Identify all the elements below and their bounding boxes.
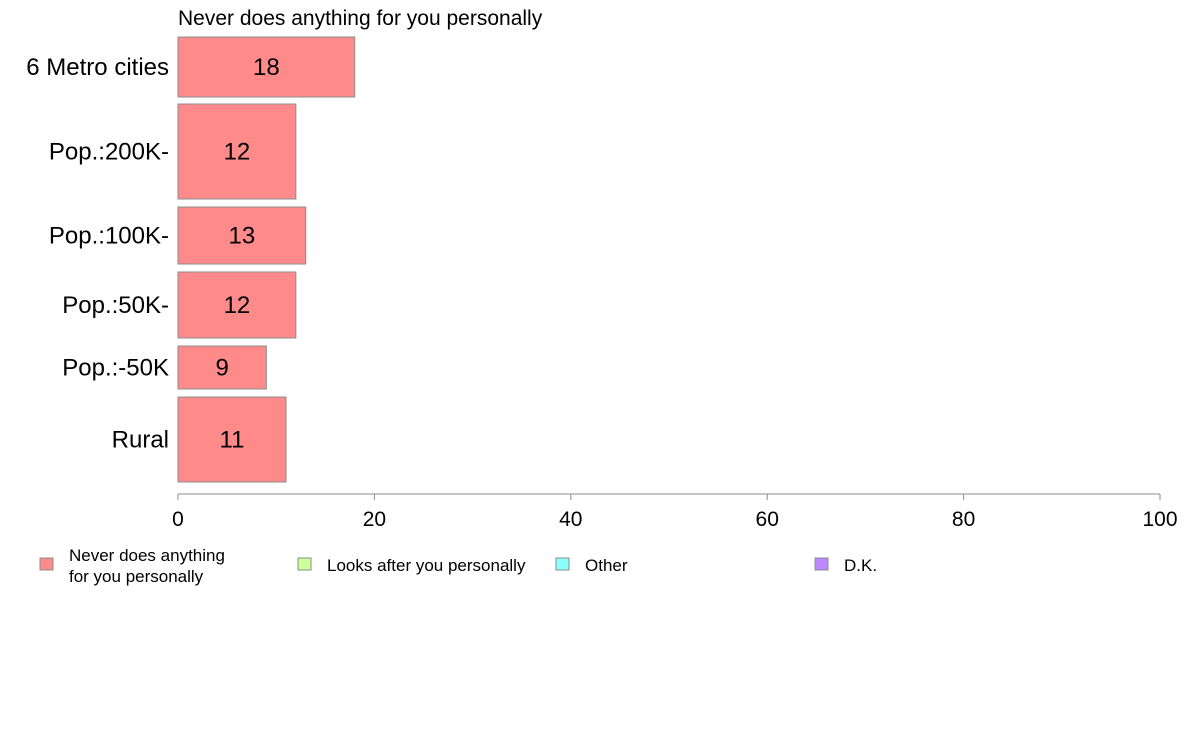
category-label: Pop.:-50K xyxy=(62,355,169,382)
legend-swatch xyxy=(39,557,54,571)
legend-label: Other xyxy=(585,556,628,575)
data-label: 11 xyxy=(220,427,245,454)
data-label: 13 xyxy=(228,223,255,250)
legend-label: D.K. xyxy=(844,556,877,575)
legend-label: Never does anything xyxy=(69,546,225,565)
data-label: 12 xyxy=(224,292,251,319)
category-label: Pop.:100K- xyxy=(49,223,169,250)
bar xyxy=(177,271,297,339)
x-tick-label: 0 xyxy=(172,508,184,531)
data-label: 12 xyxy=(224,139,251,166)
category-label: Rural xyxy=(112,427,169,454)
x-axis: 0 20 40 60 80 100 xyxy=(172,493,1178,531)
bar xyxy=(177,36,356,98)
legend-label: for you personally xyxy=(69,567,204,586)
x-tick-label: 80 xyxy=(952,508,975,531)
bar xyxy=(177,345,267,390)
bar xyxy=(177,206,307,265)
legend-swatch xyxy=(555,557,570,571)
category-label: 6 Metro cities xyxy=(26,54,169,81)
data-label: 9 xyxy=(216,355,229,382)
x-tick-label: 20 xyxy=(363,508,386,531)
x-tick-label: 60 xyxy=(756,508,779,531)
category-label: Pop.:200K- xyxy=(49,139,169,166)
chart-title: Never does anything for you personally xyxy=(178,7,543,30)
legend-swatch xyxy=(814,557,829,571)
bar xyxy=(177,103,297,200)
data-label: 18 xyxy=(253,54,280,81)
legend-swatch xyxy=(297,557,312,571)
bars: 6 Metro cities 18 Pop.:200K- 12 Pop.:100K- 13… xyxy=(26,36,356,483)
bar xyxy=(177,396,287,483)
category-label: Pop.:50K- xyxy=(62,292,169,319)
legend-label: Looks after you personally xyxy=(327,556,526,575)
x-tick-label: 40 xyxy=(559,508,582,531)
legend: Never does anything for you personally Loo… xyxy=(39,546,877,586)
x-tick-label: 100 xyxy=(1142,508,1177,531)
